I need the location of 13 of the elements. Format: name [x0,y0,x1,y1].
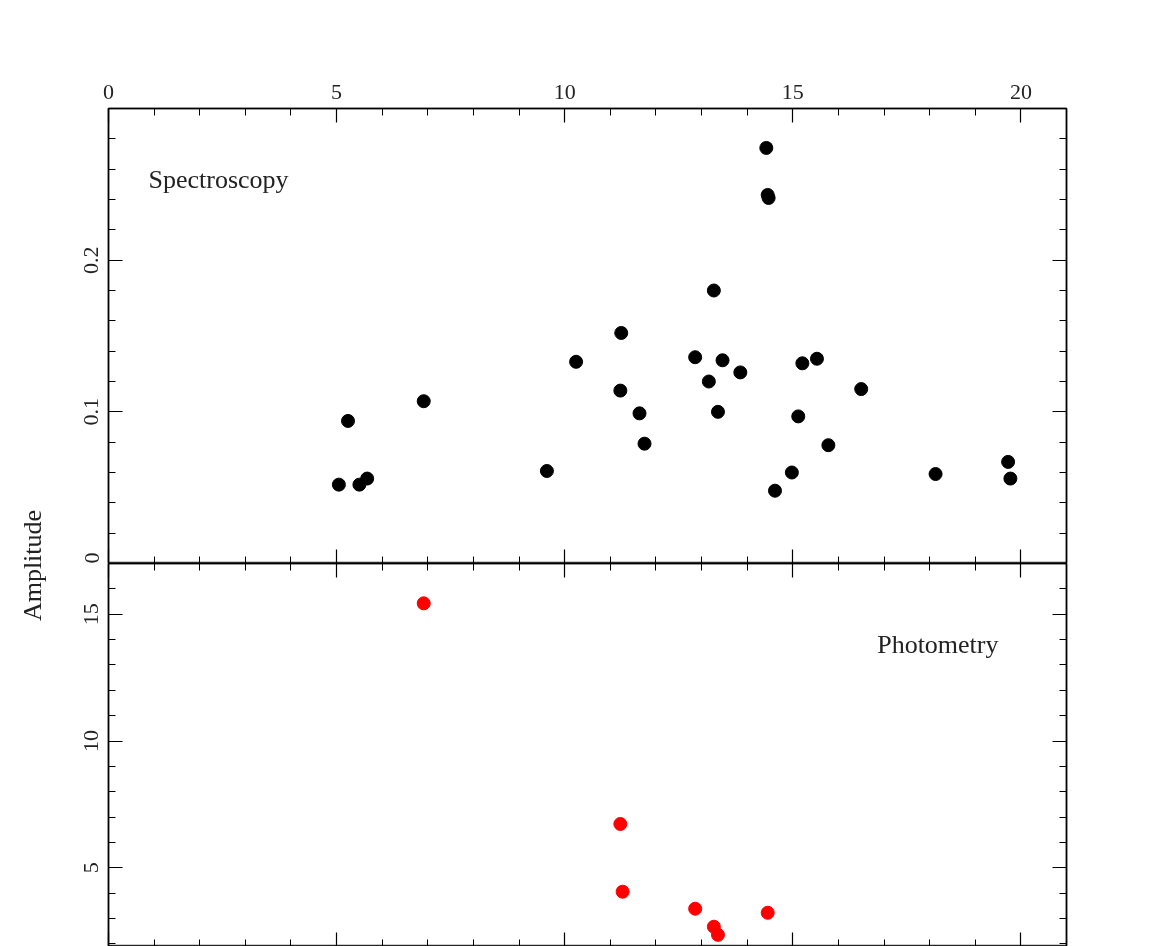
y-tick-label: 0.1 [78,398,104,426]
x-tick-label: 10 [553,78,576,104]
annotation: Spectroscopy [148,164,289,194]
y-tick-label: 0 [78,552,104,564]
y-tick-label: 15 [78,603,104,626]
y-axis-title: Amplitude [18,509,48,622]
y-tick-label: 10 [78,730,104,753]
y-tick-label: 5 [78,862,104,874]
annotation: Photometry [877,629,999,659]
x-tick-label: 15 [781,78,804,104]
x-tick-label: 20 [1009,78,1032,104]
y-tick-label: 0.2 [78,246,104,274]
x-tick-label: 5 [331,78,343,104]
